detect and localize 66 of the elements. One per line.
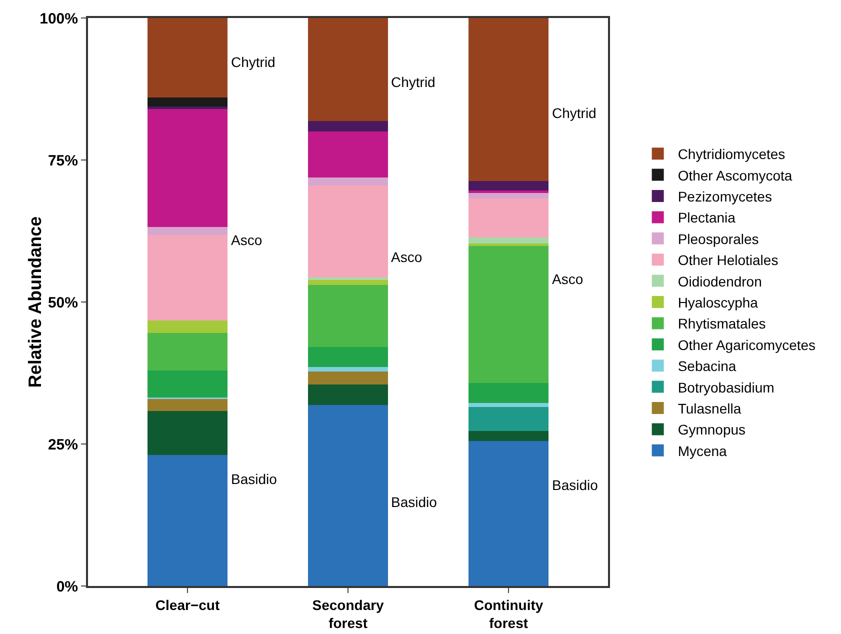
annotation: Basidio — [552, 477, 598, 493]
y-axis-title: Relative Abundance — [25, 216, 45, 388]
bar — [308, 346, 388, 367]
y-tick-label: 0% — [56, 578, 78, 596]
bar — [147, 227, 228, 235]
bar — [147, 370, 228, 398]
legend-label: Rhytismatales — [678, 316, 766, 332]
bar — [147, 320, 228, 334]
bar — [468, 403, 549, 408]
bar — [468, 441, 549, 586]
bar — [468, 430, 549, 442]
annotation: Asco — [552, 271, 584, 287]
y-tick-label: 50% — [48, 294, 78, 312]
bar — [468, 198, 549, 238]
legend-label: Other Ascomycota — [678, 167, 792, 184]
legend-label: Other Agaricomycetes — [678, 336, 816, 353]
bar — [308, 186, 388, 278]
bar — [308, 178, 388, 186]
bar — [308, 280, 388, 285]
bar — [147, 234, 228, 321]
annotation: Asco — [391, 249, 422, 265]
annotation: Basidio — [391, 494, 438, 510]
legend-label: Hyaloscypha — [678, 294, 758, 310]
annotation: Asco — [231, 232, 262, 248]
bar — [147, 398, 228, 412]
annotation: Basidio — [231, 471, 278, 487]
legend-label: Tulasnella — [678, 400, 742, 416]
bar — [308, 371, 388, 384]
bar — [147, 333, 228, 371]
bar — [468, 383, 549, 404]
legend-label: Pezizomycetes — [678, 188, 772, 204]
x-tick-label: Continuity forest — [474, 596, 544, 631]
x-tick-label: Clear−cut — [155, 596, 220, 613]
bar — [468, 18, 549, 182]
y-tick-label: 75% — [48, 152, 78, 170]
legend-label: Other Helotiales — [678, 252, 778, 268]
bar — [147, 454, 228, 586]
annotation: Chytrid — [391, 74, 436, 90]
y-tick-label: 25% — [48, 436, 78, 454]
bar — [147, 108, 228, 228]
legend-label: Chytridiomycetes — [678, 146, 786, 162]
bar — [147, 98, 228, 107]
bar — [308, 404, 388, 586]
legend-label: Pleosporales — [678, 230, 759, 247]
bar — [147, 411, 228, 455]
bar — [308, 366, 388, 372]
legend-label: Mycena — [678, 442, 728, 459]
annotation: Chytrid — [231, 54, 276, 70]
x-tick-label: Secondary forest — [312, 596, 384, 631]
legend-label: Oidiodendron — [678, 273, 762, 290]
bar — [308, 284, 388, 347]
bar — [468, 407, 549, 431]
bar — [468, 181, 549, 191]
annotation: Chytrid — [552, 105, 596, 121]
y-tick-label: 100% — [40, 10, 78, 28]
legend-label: Sebacina — [678, 358, 736, 374]
bar — [468, 245, 549, 384]
bar — [147, 18, 228, 98]
bar — [308, 384, 388, 405]
bar — [468, 237, 549, 244]
bar — [308, 132, 388, 178]
legend-label: Botryobasidium — [678, 379, 774, 396]
legend-label: Gymnopus — [678, 422, 746, 438]
bar — [308, 120, 388, 132]
bar — [308, 18, 388, 121]
legend-label: Plectania — [678, 210, 736, 226]
